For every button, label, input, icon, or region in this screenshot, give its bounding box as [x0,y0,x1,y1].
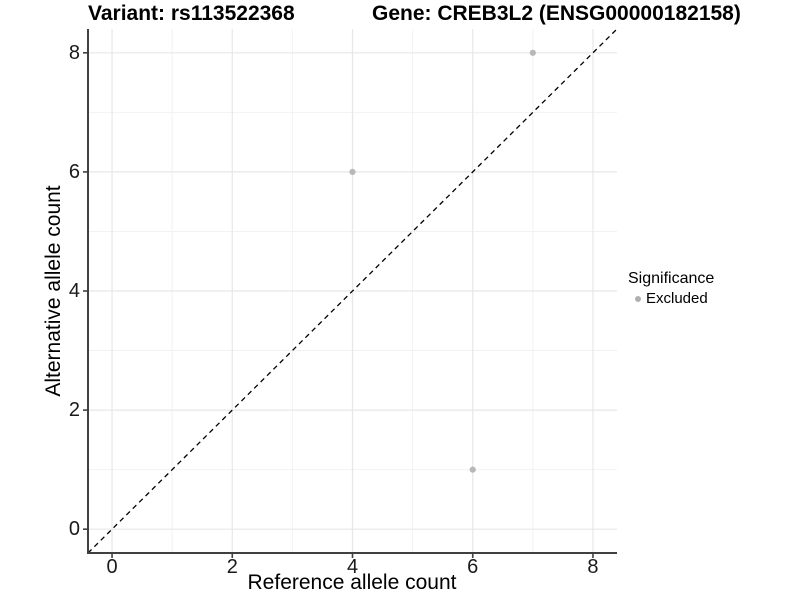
y-tick-label: 0 [68,518,80,541]
legend: Significance Excluded [628,269,714,307]
legend-title: Significance [628,270,715,287]
excluded-point-icon [635,295,641,302]
x-axis-title: Reference allele count [247,571,457,594]
y-tick-label: 2 [68,399,80,422]
x-tick-label: 8 [587,556,599,578]
y-tick-label: 4 [68,280,80,302]
plot-title-gene: Gene: CREB3L2 (ENSG00000182158) [372,2,741,25]
x-tick-label: 6 [467,556,479,578]
x-tick-label: 2 [226,556,238,578]
legend-entry-label: Excluded [646,290,708,307]
data-point [349,168,356,176]
data-point [469,466,476,473]
identity-line [87,28,618,554]
data-point [529,49,536,56]
y-tick-label: 8 [68,41,80,64]
x-tick-label: 0 [106,556,118,578]
x-tick-label: 4 [346,556,359,578]
y-tick-label: 6 [68,160,80,183]
plot-title-variant: Variant: rs113522368 [88,2,295,25]
legend-entry-excluded: Excluded [628,290,714,307]
